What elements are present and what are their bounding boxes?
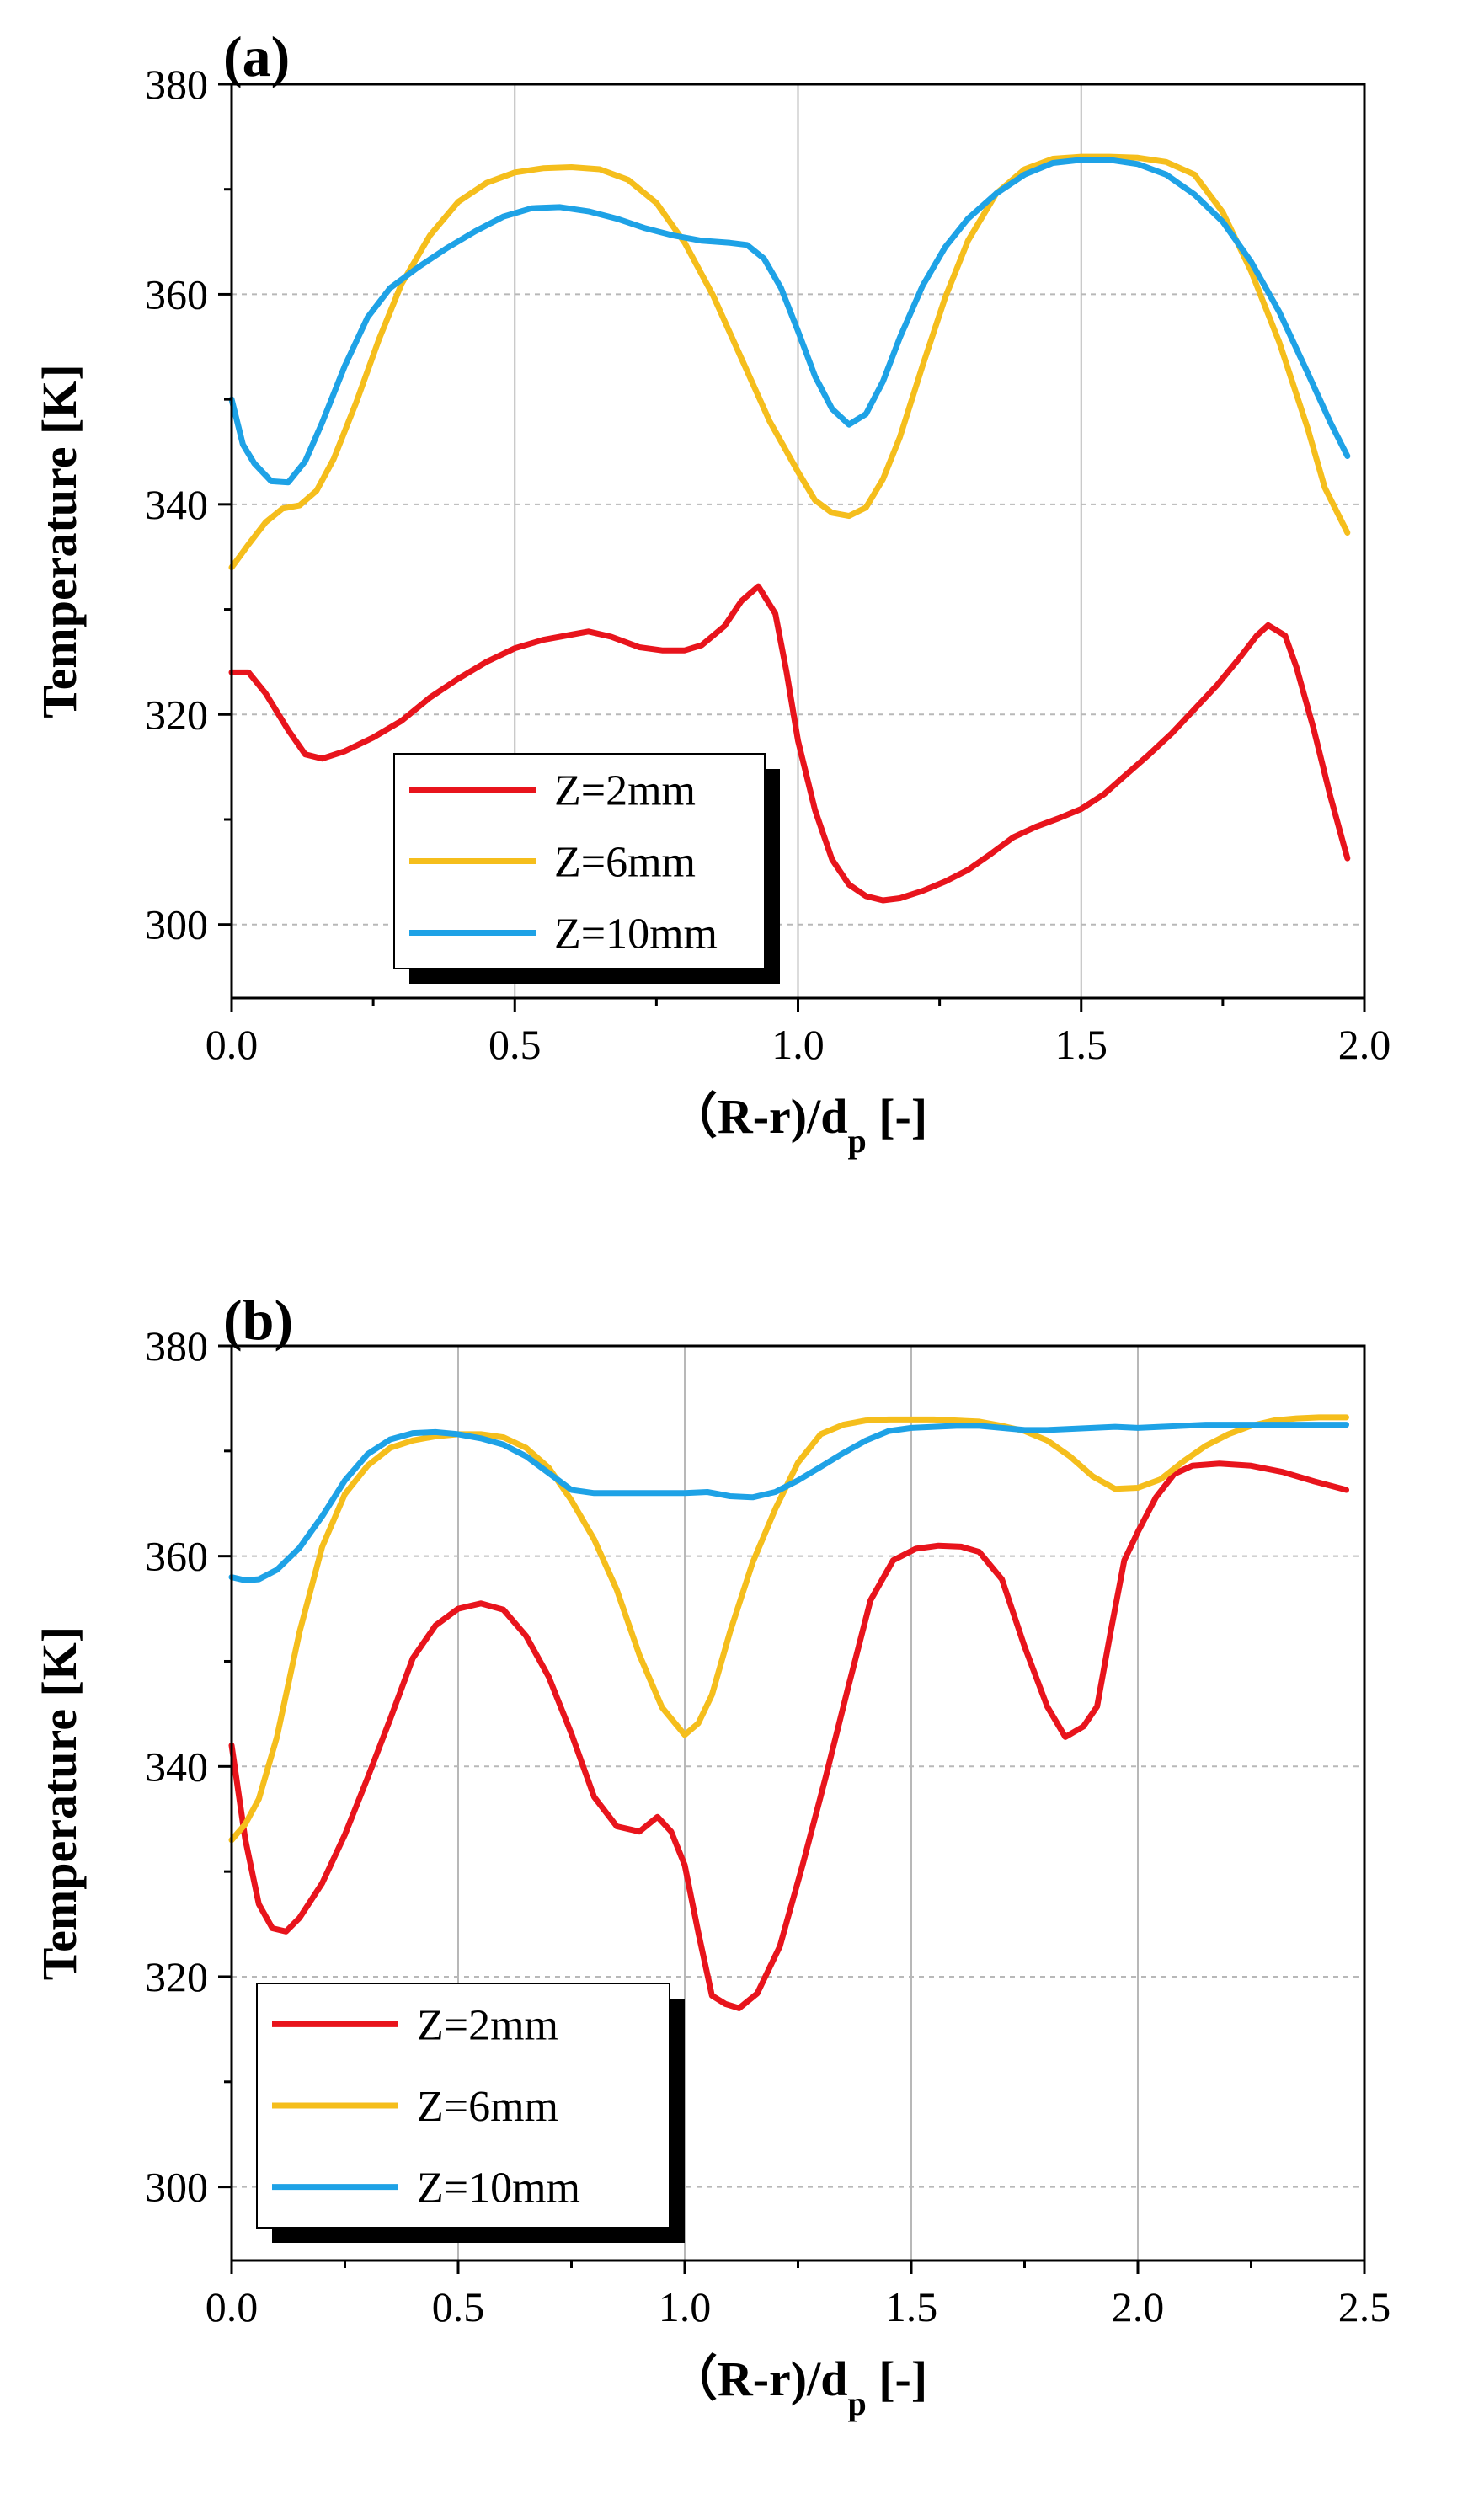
y-tick-label: 340 xyxy=(145,1743,208,1790)
x-axis-title-tail: [-] xyxy=(867,1089,927,1144)
y-tick-label: 340 xyxy=(145,481,208,528)
x-tick-label: 2.0 xyxy=(1112,2283,1165,2330)
y-axis-title: Temperature [K] xyxy=(32,1626,87,1980)
legend: Z=2mm Z=6mm Z=10mm xyxy=(256,1983,685,2243)
chart-panel-b: 0.0 0.5 1.0 1.5 2.0 2.5 300 320 340 360 380 (b) Temp… xyxy=(32,1288,1391,2422)
legend-label: Z=2mm xyxy=(417,2001,558,2049)
x-axis-title: （R-r)/dp [-] xyxy=(669,1089,927,1160)
x-axis-title-main: （R-r)/d xyxy=(669,2352,848,2406)
x-tick-label: 2.0 xyxy=(1338,1021,1391,1068)
x-axis-title-subscript: p xyxy=(847,1122,866,1160)
x-axis-title: （R-r)/dp [-] xyxy=(669,2352,927,2422)
chart-panel-a: 0.0 0.5 1.0 1.5 2.0 300 320 340 360 380 (a) Tempera… xyxy=(32,24,1391,1160)
y-tick-label: 300 xyxy=(145,2164,208,2211)
y-tick-label: 360 xyxy=(145,270,208,318)
legend-label: Z=10mm xyxy=(417,2165,580,2213)
x-axis-title-tail: [-] xyxy=(867,2352,927,2406)
x-tick-label: 0.5 xyxy=(488,1021,542,1068)
x-tick-label: 0.0 xyxy=(206,1021,259,1068)
x-tick-label: 2.5 xyxy=(1338,2283,1391,2330)
panel-label: (b) xyxy=(223,1288,293,1352)
y-axis-title: Temperature [K] xyxy=(32,364,87,718)
x-tick-label: 0.5 xyxy=(432,2283,485,2330)
series-line-z-6mm xyxy=(228,1414,1349,1844)
series-line-z-10mm xyxy=(228,157,1351,486)
x-tick-label: 1.0 xyxy=(771,1021,825,1068)
series-line-z-2mm xyxy=(228,1460,1349,2011)
panel-label: (a) xyxy=(223,24,290,88)
y-tick-label: 380 xyxy=(145,61,208,108)
legend-label: Z=6mm xyxy=(417,2083,558,2131)
x-tick-label: 1.5 xyxy=(1055,1021,1108,1068)
y-tick-label: 380 xyxy=(145,1322,208,1369)
series-line-z-2mm xyxy=(228,583,1351,904)
legend-label: Z=2mm xyxy=(554,767,696,815)
legend-label: Z=6mm xyxy=(554,839,696,887)
x-tick-label: 1.5 xyxy=(885,2283,938,2330)
legend-label: Z=10mm xyxy=(554,910,718,958)
x-axis-title-main: （R-r)/d xyxy=(669,1089,848,1144)
y-tick-label: 320 xyxy=(145,1953,208,2000)
y-tick-label: 320 xyxy=(145,691,208,738)
y-tick-label: 300 xyxy=(145,901,208,948)
x-tick-label: 1.0 xyxy=(659,2283,712,2330)
y-tick-label: 360 xyxy=(145,1533,208,1580)
series-line-z-6mm xyxy=(228,153,1351,571)
x-axis-title-subscript: p xyxy=(847,2384,866,2422)
legend: Z=2mm Z=6mm Z=10mm xyxy=(393,753,780,984)
x-tick-label: 0.0 xyxy=(206,2283,259,2330)
series-line-z-10mm xyxy=(228,1422,1349,1583)
